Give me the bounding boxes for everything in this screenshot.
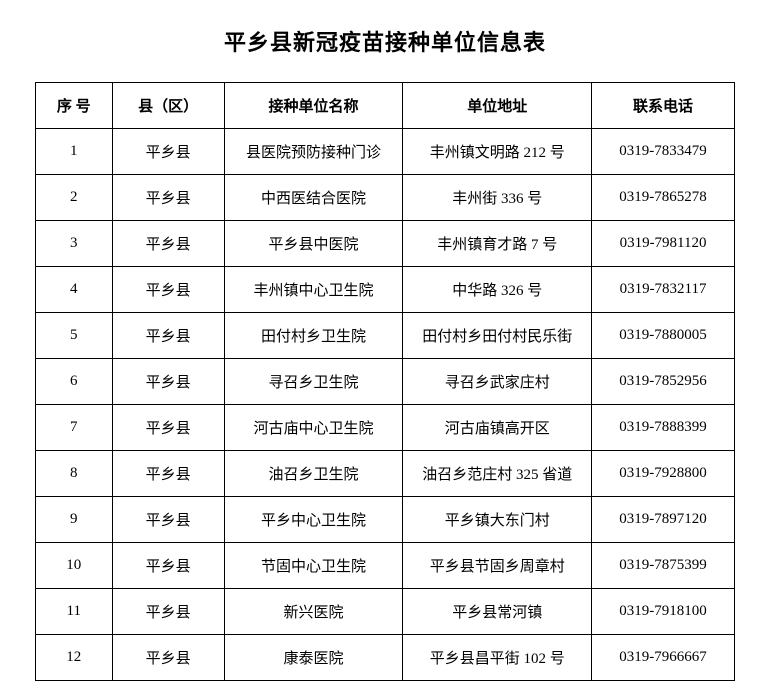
cell-address: 田付村乡田付村民乐街 [403, 313, 592, 359]
table-row: 1平乡县县医院预防接种门诊丰州镇文明路 212 号0319-7833479 [36, 129, 735, 175]
header-phone: 联系电话 [592, 83, 735, 129]
cell-address: 丰州镇文明路 212 号 [403, 129, 592, 175]
header-seq: 序 号 [36, 83, 113, 129]
cell-unit: 平乡中心卫生院 [224, 497, 403, 543]
cell-county: 平乡县 [112, 635, 224, 681]
cell-unit: 县医院预防接种门诊 [224, 129, 403, 175]
cell-phone: 0319-7966667 [592, 635, 735, 681]
table-row: 3平乡县平乡县中医院丰州镇育才路 7 号0319-7981120 [36, 221, 735, 267]
table-row: 12平乡县康泰医院平乡县昌平街 102 号0319-7966667 [36, 635, 735, 681]
cell-address: 油召乡范庄村 325 省道 [403, 451, 592, 497]
cell-unit: 康泰医院 [224, 635, 403, 681]
cell-address: 平乡县常河镇 [403, 589, 592, 635]
cell-phone: 0319-7888399 [592, 405, 735, 451]
cell-unit: 中西医结合医院 [224, 175, 403, 221]
cell-address: 丰州街 336 号 [403, 175, 592, 221]
table-row: 4平乡县丰州镇中心卫生院中华路 326 号0319-7832117 [36, 267, 735, 313]
table-row: 5平乡县田付村乡卫生院田付村乡田付村民乐街0319-7880005 [36, 313, 735, 359]
cell-county: 平乡县 [112, 129, 224, 175]
cell-address: 平乡县节固乡周章村 [403, 543, 592, 589]
cell-seq: 3 [36, 221, 113, 267]
cell-county: 平乡县 [112, 313, 224, 359]
cell-phone: 0319-7880005 [592, 313, 735, 359]
cell-address: 平乡镇大东门村 [403, 497, 592, 543]
cell-seq: 1 [36, 129, 113, 175]
cell-unit: 田付村乡卫生院 [224, 313, 403, 359]
cell-unit: 寻召乡卫生院 [224, 359, 403, 405]
cell-seq: 9 [36, 497, 113, 543]
cell-county: 平乡县 [112, 589, 224, 635]
cell-unit: 丰州镇中心卫生院 [224, 267, 403, 313]
table-row: 2平乡县中西医结合医院丰州街 336 号0319-7865278 [36, 175, 735, 221]
cell-seq: 4 [36, 267, 113, 313]
table-row: 6平乡县寻召乡卫生院寻召乡武家庄村0319-7852956 [36, 359, 735, 405]
cell-address: 寻召乡武家庄村 [403, 359, 592, 405]
cell-seq: 10 [36, 543, 113, 589]
table-row: 8平乡县油召乡卫生院油召乡范庄村 325 省道0319-7928800 [36, 451, 735, 497]
cell-unit: 节固中心卫生院 [224, 543, 403, 589]
cell-address: 河古庙镇高开区 [403, 405, 592, 451]
cell-address: 中华路 326 号 [403, 267, 592, 313]
cell-county: 平乡县 [112, 175, 224, 221]
table-row: 10平乡县节固中心卫生院平乡县节固乡周章村0319-7875399 [36, 543, 735, 589]
cell-unit: 新兴医院 [224, 589, 403, 635]
cell-county: 平乡县 [112, 451, 224, 497]
table-row: 7平乡县河古庙中心卫生院河古庙镇高开区0319-7888399 [36, 405, 735, 451]
page-title: 平乡县新冠疫苗接种单位信息表 [35, 25, 735, 57]
cell-unit: 平乡县中医院 [224, 221, 403, 267]
cell-seq: 11 [36, 589, 113, 635]
cell-county: 平乡县 [112, 543, 224, 589]
cell-seq: 2 [36, 175, 113, 221]
table-body: 1平乡县县医院预防接种门诊丰州镇文明路 212 号0319-78334792平乡… [36, 129, 735, 681]
table-row: 9平乡县平乡中心卫生院平乡镇大东门村0319-7897120 [36, 497, 735, 543]
cell-phone: 0319-7928800 [592, 451, 735, 497]
cell-county: 平乡县 [112, 359, 224, 405]
cell-county: 平乡县 [112, 497, 224, 543]
cell-unit: 油召乡卫生院 [224, 451, 403, 497]
vaccine-units-table: 序 号 县（区） 接种单位名称 单位地址 联系电话 1平乡县县医院预防接种门诊丰… [35, 82, 735, 681]
cell-phone: 0319-7833479 [592, 129, 735, 175]
cell-phone: 0319-7981120 [592, 221, 735, 267]
cell-phone: 0319-7897120 [592, 497, 735, 543]
cell-address: 丰州镇育才路 7 号 [403, 221, 592, 267]
cell-address: 平乡县昌平街 102 号 [403, 635, 592, 681]
cell-phone: 0319-7852956 [592, 359, 735, 405]
table-row: 11平乡县新兴医院平乡县常河镇0319-7918100 [36, 589, 735, 635]
cell-unit: 河古庙中心卫生院 [224, 405, 403, 451]
cell-county: 平乡县 [112, 221, 224, 267]
cell-seq: 8 [36, 451, 113, 497]
cell-seq: 5 [36, 313, 113, 359]
cell-seq: 12 [36, 635, 113, 681]
cell-phone: 0319-7832117 [592, 267, 735, 313]
cell-seq: 7 [36, 405, 113, 451]
cell-phone: 0319-7875399 [592, 543, 735, 589]
header-unit: 接种单位名称 [224, 83, 403, 129]
table-header-row: 序 号 县（区） 接种单位名称 单位地址 联系电话 [36, 83, 735, 129]
cell-phone: 0319-7865278 [592, 175, 735, 221]
header-county: 县（区） [112, 83, 224, 129]
cell-county: 平乡县 [112, 267, 224, 313]
cell-seq: 6 [36, 359, 113, 405]
header-address: 单位地址 [403, 83, 592, 129]
cell-county: 平乡县 [112, 405, 224, 451]
cell-phone: 0319-7918100 [592, 589, 735, 635]
